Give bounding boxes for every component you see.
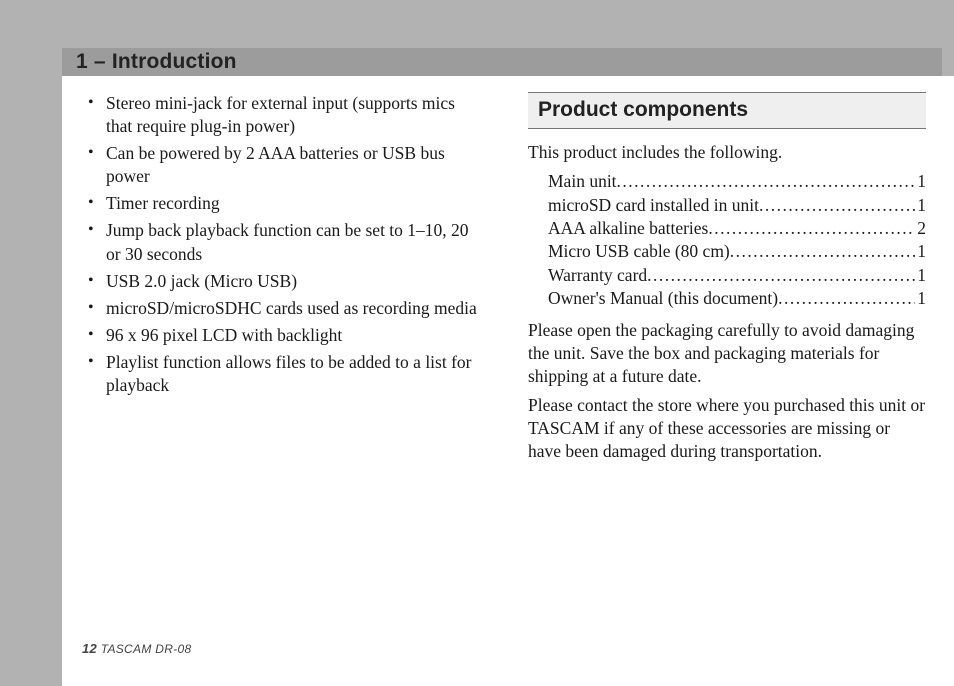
feature-item: microSD/microSDHC cards used as recordin… [106,297,484,320]
component-qty: 1 [915,287,926,310]
content-area: Stereo mini-jack for external input (sup… [86,92,926,626]
leader-dots [730,240,915,263]
component-item: AAA alkaline batteries 2 [548,217,926,240]
component-label: Main unit [548,170,617,193]
chapter-title: 1 – Introduction [62,50,237,74]
components-list: Main unit 1 microSD card installed in un… [528,170,926,311]
component-qty: 1 [915,170,926,193]
section-heading-box: Product components [528,92,926,129]
page-footer: 12 TASCAM DR-08 [82,641,191,656]
component-label: microSD card installed in unit [548,194,759,217]
leader-dots [647,264,915,287]
feature-item: Stereo mini-jack for external input (sup… [106,92,484,138]
feature-item: Can be powered by 2 AAA batteries or USB… [106,142,484,188]
component-qty: 1 [915,194,926,217]
leader-dots [778,287,915,310]
feature-item: Timer recording [106,192,484,215]
note-paragraph: Please contact the store where you purch… [528,394,926,463]
note-paragraph: Please open the packaging carefully to a… [528,319,926,388]
feature-item: USB 2.0 jack (Micro USB) [106,270,484,293]
leader-dots [617,170,916,193]
chapter-bar: 1 – Introduction [62,48,942,76]
feature-list: Stereo mini-jack for external input (sup… [86,92,484,397]
left-column: Stereo mini-jack for external input (sup… [86,92,490,626]
page: 1 – Introduction Stereo mini-jack for ex… [62,0,954,686]
component-item: Main unit 1 [548,170,926,193]
components-intro: This product includes the following. [528,141,926,164]
component-item: Owner's Manual (this document) 1 [548,287,926,310]
feature-item: Playlist function allows files to be add… [106,351,484,397]
page-number: 12 [82,641,97,656]
component-qty: 2 [915,217,926,240]
right-column: Product components This product includes… [522,92,926,626]
component-label: Warranty card [548,264,647,287]
component-item: Warranty card 1 [548,264,926,287]
feature-item: 96 x 96 pixel LCD with backlight [106,324,484,347]
component-qty: 1 [915,240,926,263]
feature-item: Jump back playback function can be set t… [106,219,484,265]
component-item: Micro USB cable (80 cm) 1 [548,240,926,263]
leader-dots [708,217,915,240]
component-label: AAA alkaline batteries [548,217,708,240]
section-heading: Product components [538,98,916,122]
component-label: Owner's Manual (this document) [548,287,778,310]
component-label: Micro USB cable (80 cm) [548,240,730,263]
component-item: microSD card installed in unit 1 [548,194,926,217]
leader-dots [759,194,915,217]
footer-model: TASCAM DR-08 [101,642,192,656]
component-qty: 1 [915,264,926,287]
